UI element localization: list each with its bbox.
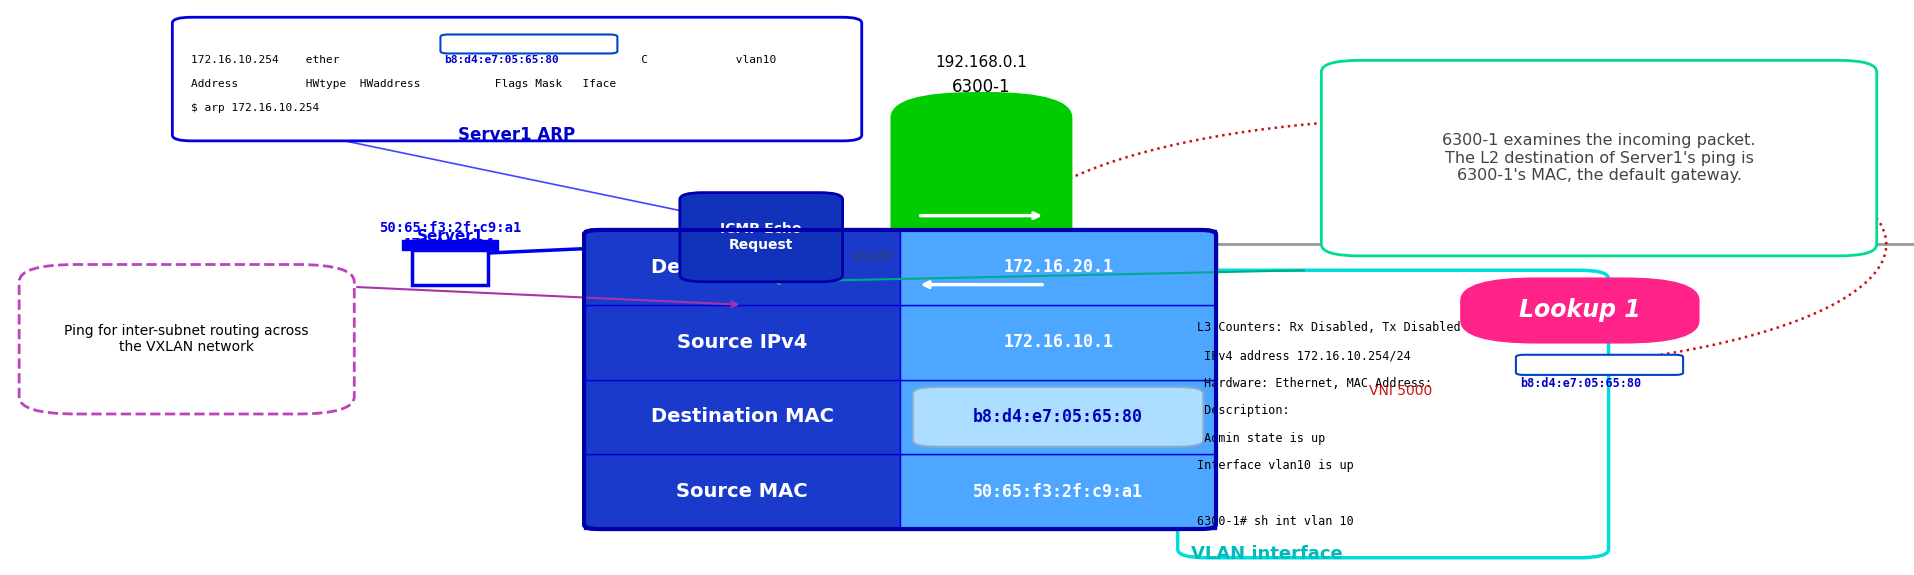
Text: Destination IPv4: Destination IPv4: [651, 258, 833, 277]
FancyBboxPatch shape: [584, 305, 900, 380]
Text: Server1: Server1: [415, 229, 484, 244]
Text: C             vlan10: C vlan10: [620, 55, 775, 65]
Text: 192.168.0.1: 192.168.0.1: [936, 55, 1026, 70]
Text: 6300-1: 6300-1: [951, 78, 1011, 95]
Text: b8:d4:e7:05:65:80: b8:d4:e7:05:65:80: [972, 408, 1143, 426]
Text: b8:d4:e7:05:65:80: b8:d4:e7:05:65:80: [444, 55, 559, 65]
FancyBboxPatch shape: [900, 230, 1215, 305]
Text: Description:: Description:: [1196, 404, 1288, 417]
Text: Interface vlan10 is up: Interface vlan10 is up: [1196, 459, 1353, 473]
Text: Source IPv4: Source IPv4: [676, 332, 808, 352]
Text: Hardware: Ethernet, MAC Address:: Hardware: Ethernet, MAC Address:: [1196, 377, 1439, 390]
Text: L3 Counters: Rx Disabled, Tx Disabled: L3 Counters: Rx Disabled, Tx Disabled: [1196, 321, 1460, 335]
Text: 6300-1 examines the incoming packet.
The L2 destination of Server1's ping is
630: 6300-1 examines the incoming packet. The…: [1441, 133, 1755, 183]
FancyBboxPatch shape: [679, 193, 842, 282]
FancyBboxPatch shape: [402, 240, 498, 250]
Text: Address          HWtype  HWaddress           Flags Mask   Iface: Address HWtype HWaddress Flags Mask Ifac…: [191, 79, 616, 89]
Text: 172.16.10.254    ether: 172.16.10.254 ether: [191, 55, 360, 65]
Text: IPv4 address 172.16.10.254/24: IPv4 address 172.16.10.254/24: [1196, 349, 1411, 362]
FancyBboxPatch shape: [172, 17, 861, 141]
FancyBboxPatch shape: [900, 380, 1215, 454]
Text: VNI 5000: VNI 5000: [1369, 384, 1432, 398]
Text: Admin state is up: Admin state is up: [1196, 432, 1324, 445]
FancyBboxPatch shape: [584, 380, 900, 454]
FancyBboxPatch shape: [584, 230, 900, 305]
Text: Source MAC: Source MAC: [676, 482, 808, 501]
Text: 172.16.20.1: 172.16.20.1: [1003, 258, 1112, 277]
FancyBboxPatch shape: [584, 454, 900, 529]
FancyBboxPatch shape: [900, 305, 1215, 380]
FancyBboxPatch shape: [1516, 355, 1682, 375]
FancyBboxPatch shape: [890, 92, 1072, 529]
FancyBboxPatch shape: [584, 230, 1215, 529]
Text: 172.16.10.1: 172.16.10.1: [1003, 333, 1112, 351]
FancyBboxPatch shape: [900, 454, 1215, 529]
Text: Destination MAC: Destination MAC: [651, 407, 833, 427]
Text: 1/1/20: 1/1/20: [852, 250, 892, 262]
Text: $ arp 172.16.10.254: $ arp 172.16.10.254: [191, 104, 320, 113]
Text: 6300-1# sh int vlan 10: 6300-1# sh int vlan 10: [1196, 515, 1353, 528]
Text: VLAN interface: VLAN interface: [1191, 545, 1342, 563]
Text: ICMP Echo
Request: ICMP Echo Request: [720, 222, 802, 252]
Text: Ping for inter-subnet routing across
the VXLAN network: Ping for inter-subnet routing across the…: [65, 324, 308, 354]
Text: 50:65:f3:2f:c9:a1: 50:65:f3:2f:c9:a1: [972, 482, 1143, 501]
Text: Server1 ARP: Server1 ARP: [457, 126, 576, 144]
FancyBboxPatch shape: [913, 387, 1202, 447]
FancyBboxPatch shape: [1460, 277, 1700, 343]
FancyBboxPatch shape: [19, 264, 354, 414]
Text: 50:65:f3:2f:c9:a1: 50:65:f3:2f:c9:a1: [379, 221, 521, 235]
Text: Lookup 1: Lookup 1: [1518, 298, 1640, 323]
Text: b8:d4:e7:05:65:80: b8:d4:e7:05:65:80: [1520, 377, 1640, 390]
FancyBboxPatch shape: [1177, 270, 1608, 558]
Text: 172.16.10.1: 172.16.10.1: [404, 237, 496, 251]
FancyBboxPatch shape: [440, 34, 616, 53]
FancyBboxPatch shape: [412, 250, 488, 285]
FancyBboxPatch shape: [1321, 60, 1876, 256]
